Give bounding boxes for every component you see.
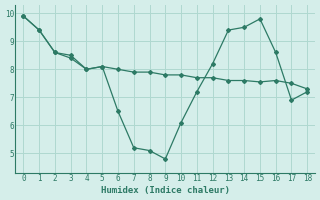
X-axis label: Humidex (Indice chaleur): Humidex (Indice chaleur) <box>101 186 230 195</box>
